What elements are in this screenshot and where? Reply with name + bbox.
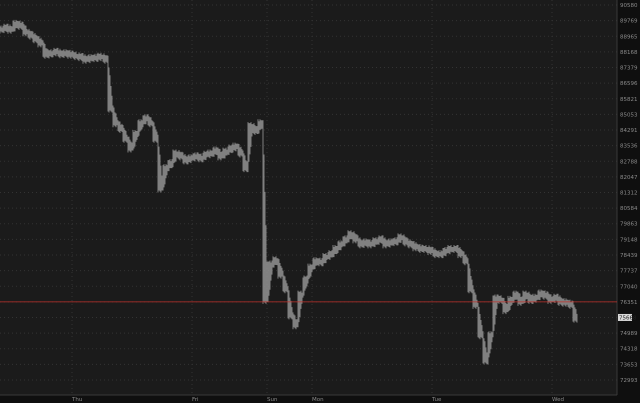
- y-tick-label: 88965: [620, 34, 638, 40]
- y-tick-label: 74318: [620, 347, 638, 353]
- x-tick-label: Wed: [552, 397, 564, 403]
- y-tick-label: 81312: [620, 191, 638, 197]
- y-tick-label: 85053: [620, 112, 638, 118]
- y-tick-label: 88168: [620, 50, 638, 56]
- y-tick-label: 82047: [620, 175, 638, 181]
- current-price-marker: 75668: [618, 313, 637, 321]
- x-tick-label: Thu: [71, 397, 82, 403]
- plot-area[interactable]: [0, 0, 617, 395]
- y-tick-label: 84291: [620, 128, 638, 134]
- y-tick-label: 77040: [620, 284, 638, 290]
- y-tick-label: 74989: [620, 331, 638, 337]
- y-tick-label: 89769: [620, 19, 638, 25]
- y-tick-label: 90580: [620, 3, 638, 9]
- y-tick-label: 83536: [620, 144, 638, 150]
- x-tick-label: Fri: [192, 397, 199, 403]
- y-tick-label: 85821: [620, 97, 638, 103]
- y-tick-label: 79863: [620, 222, 638, 228]
- current-price-box: [618, 313, 632, 321]
- y-tick-label: 78439: [620, 253, 638, 259]
- x-tick-label: Sun: [267, 397, 278, 403]
- y-tick-label: 87379: [620, 66, 638, 72]
- x-tick-label: Tue: [431, 397, 442, 403]
- y-tick-label: 80584: [620, 206, 638, 212]
- y-tick-label: 82788: [620, 159, 638, 165]
- y-tick-label: 76351: [620, 300, 638, 306]
- current-price-label: 75668: [619, 315, 637, 321]
- y-tick-label: 73653: [620, 362, 638, 368]
- x-tick-label: Mon: [312, 397, 324, 403]
- y-tick-label: 77737: [620, 269, 638, 275]
- y-tick-label: 86596: [620, 81, 638, 87]
- y-tick-label: 79148: [620, 237, 638, 243]
- y-tick-label: 72993: [620, 378, 638, 384]
